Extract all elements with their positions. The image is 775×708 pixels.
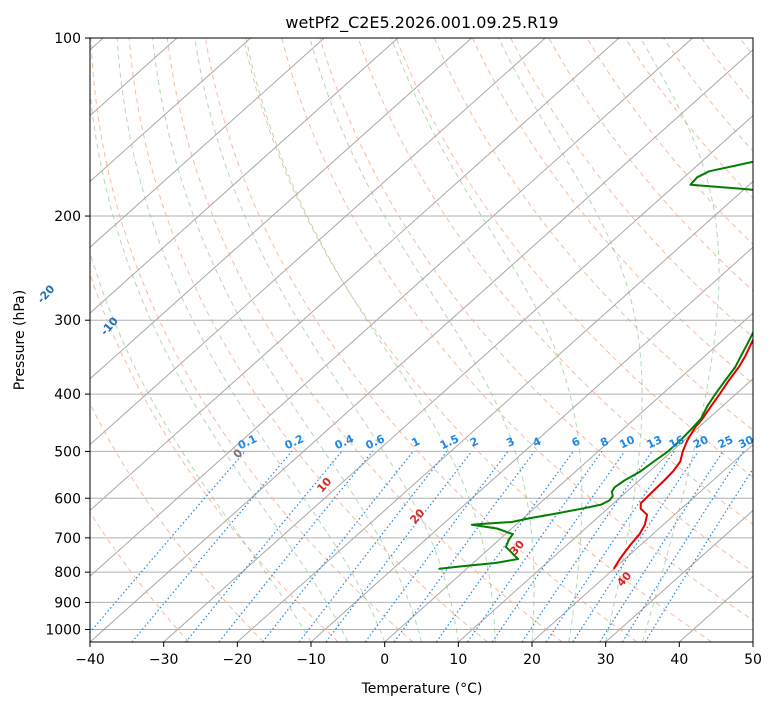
isotherm-line	[163, 114, 753, 642]
isotherm-line	[384, 312, 753, 642]
mixing-ratio-line	[185, 451, 343, 642]
mixing-ratio-label: 30	[736, 433, 756, 451]
isobar-grid	[90, 38, 753, 630]
y-axis-ticks: 100 200 300 400 500 600 700 800 900 1000	[45, 31, 90, 638]
mixing-ratio-line	[262, 451, 414, 642]
isotherm-line	[90, 38, 399, 314]
dry-adiabat-line	[662, 38, 753, 152]
y-tick-label: 600	[54, 491, 81, 507]
dry-adiabat-line	[90, 272, 339, 642]
dry-adiabat-line	[395, 38, 753, 478]
mixing-ratio-line	[435, 451, 574, 642]
x-axis-ticks: −40 −30 −20 −10 0 10 20 30 40 50	[75, 642, 762, 668]
mixing-ratio-lines	[90, 451, 753, 642]
x-tick-label: −40	[75, 652, 105, 668]
dry-adiabat-line	[586, 38, 753, 246]
dry-adiabat-line	[166, 38, 563, 642]
mixing-ratio-line	[644, 467, 753, 642]
mixing-ratio-label: 10	[617, 433, 637, 451]
mixing-ratio-line	[90, 451, 246, 634]
moist-adiabat-line	[640, 38, 720, 642]
y-tick-label: 300	[54, 313, 81, 329]
moist-adiabat-line	[116, 38, 386, 642]
dry-adiabat-line	[548, 38, 753, 292]
y-tick-label: 800	[54, 565, 81, 581]
isotherm-line	[90, 49, 753, 642]
moist-adiabat-line	[309, 38, 535, 642]
y-tick-label: 900	[54, 595, 81, 611]
x-tick-label: 20	[523, 652, 541, 668]
dry-adiabat-line	[433, 38, 753, 431]
temperature-profile-line	[612, 337, 753, 570]
dry-adiabat-line	[204, 38, 638, 642]
dry-adiabat-line	[281, 38, 753, 621]
dry-adiabat-line	[90, 38, 414, 642]
plot-frame	[89, 37, 754, 643]
moist-adiabat-line	[90, 87, 349, 642]
mixing-ratio-line	[131, 451, 293, 642]
dry-adiabat-line	[90, 511, 190, 642]
mixing-ratio-line	[218, 451, 374, 642]
mixing-ratio-line	[393, 451, 535, 642]
plot-area	[90, 38, 753, 642]
mixing-ratio-line	[298, 451, 448, 642]
isotherm-line	[90, 38, 620, 512]
moist-adiabat-line	[152, 38, 422, 642]
mixing-ratio-label: 13	[645, 433, 664, 451]
moist-adiabat-line	[498, 38, 643, 642]
isotherm-line	[531, 443, 753, 642]
x-tick-label: 30	[597, 652, 615, 668]
isotherm-line	[237, 180, 753, 642]
moist-adiabat-line	[391, 38, 583, 642]
y-tick-label: 1000	[45, 622, 81, 638]
mixing-ratio-label: 20	[691, 433, 711, 451]
isotherm-line	[90, 38, 472, 380]
y-axis-title: Pressure (hPa)	[12, 290, 28, 390]
isotherm-line	[90, 38, 693, 577]
moist-adiabats	[90, 38, 720, 642]
x-axis-title: Temperature (°C)	[361, 681, 483, 697]
y-tick-label: 500	[54, 444, 81, 460]
isotherm-line	[90, 38, 546, 446]
dry-adiabat-line	[472, 38, 753, 385]
moist-adiabat-line	[194, 38, 459, 642]
y-tick-label: 200	[54, 209, 81, 225]
x-tick-label: −20	[223, 652, 253, 668]
moist-adiabat-line	[90, 250, 312, 642]
mixing-ratio-line	[621, 451, 745, 642]
mixing-ratio-label: 25	[716, 433, 735, 451]
dry-adiabat-line	[510, 38, 753, 338]
y-tick-label: 400	[54, 387, 81, 403]
mixing-ratio-line	[599, 451, 724, 642]
x-tick-label: 0	[380, 652, 389, 668]
data-series	[438, 160, 753, 570]
x-tick-label: 50	[744, 652, 762, 668]
isotherm-line	[458, 378, 753, 642]
dewpoint-profile-line	[438, 160, 753, 570]
isotherm-line	[605, 509, 753, 642]
x-tick-label: −30	[149, 652, 179, 668]
moist-adiabat-line	[245, 38, 496, 642]
isotherm-line	[90, 38, 325, 248]
isotherm-grid	[90, 38, 753, 642]
y-tick-label: 100	[54, 31, 81, 47]
x-tick-label: −10	[296, 652, 326, 668]
dry-adiabat-line	[624, 38, 753, 199]
chart-title: wetPf2_C2E5.2026.001.09.25.R19	[285, 13, 558, 33]
y-tick-label: 700	[54, 531, 81, 547]
mixing-ratio-label: 16	[667, 433, 687, 451]
dry-adiabat-line	[243, 38, 712, 642]
x-tick-label: 40	[670, 652, 688, 668]
dry-adiabat-line	[357, 38, 753, 525]
dry-adiabat-line	[319, 38, 753, 573]
x-tick-label: 10	[449, 652, 467, 668]
isotherm-line	[90, 38, 251, 183]
mixing-ratio-line	[467, 451, 603, 642]
mixing-ratio-line	[491, 451, 626, 642]
dry-adiabats	[90, 38, 753, 642]
